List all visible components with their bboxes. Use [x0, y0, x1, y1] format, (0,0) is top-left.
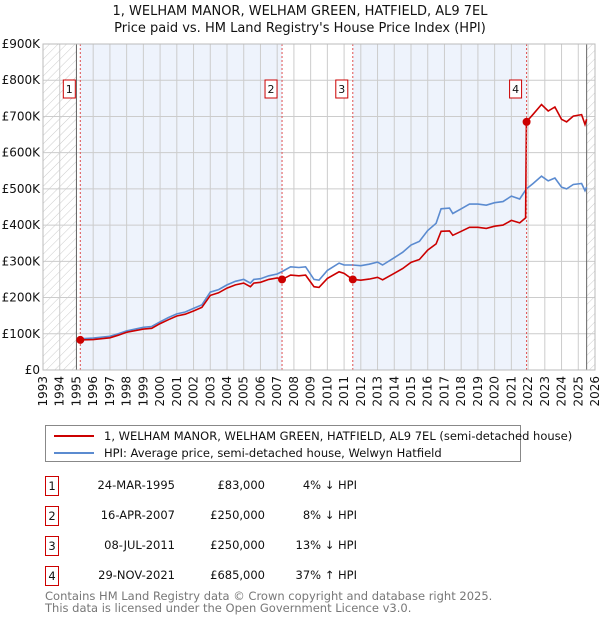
sale-label: 2	[268, 83, 275, 96]
x-tick-label: 1993	[36, 376, 50, 407]
transaction-price: £685,000	[210, 568, 265, 582]
transaction-price: £250,000	[210, 508, 265, 522]
sale-label: 4	[512, 83, 519, 96]
x-tick-label: 2019	[471, 376, 485, 407]
y-tick-label: £900K	[2, 37, 42, 51]
shaded-period	[352, 44, 527, 370]
x-tick-label: 1998	[120, 376, 134, 407]
transaction-date: 29-NOV-2021	[98, 568, 175, 582]
sale-point	[278, 275, 287, 284]
x-tick-label: 2023	[538, 376, 552, 407]
transaction-hpi-diff: 37% ↑ HPI	[295, 568, 357, 582]
x-tick-label: 2026	[588, 376, 600, 407]
y-tick-label: £800K	[2, 73, 42, 87]
x-tick-label: 1997	[103, 376, 117, 407]
y-tick-label: £300K	[2, 254, 42, 268]
x-tick-label: 2021	[504, 376, 518, 407]
transaction-price: £83,000	[217, 478, 265, 492]
sale-label: 1	[66, 83, 73, 96]
x-tick-label: 2002	[187, 376, 201, 407]
y-tick-label: £600K	[2, 146, 42, 160]
x-tick-label: 2020	[488, 376, 502, 407]
chart-subtitle: Price paid vs. HM Land Registry's House …	[114, 21, 486, 36]
transaction-hpi-diff: 8% ↓ HPI	[302, 508, 357, 522]
y-tick-label: £0	[25, 363, 40, 377]
sale-point	[76, 335, 85, 344]
transaction-price: £250,000	[210, 538, 265, 552]
sale-label-box	[335, 79, 349, 99]
x-tick-label: 2011	[337, 376, 351, 407]
x-tick-label: 2001	[170, 376, 184, 407]
y-tick-label: £400K	[2, 218, 42, 232]
x-tick-label: 1996	[86, 376, 100, 407]
transaction-number: 4	[45, 566, 59, 586]
hatched-region	[586, 44, 595, 370]
x-tick-label: 2009	[304, 376, 318, 407]
x-tick-label: 2010	[320, 376, 334, 407]
transaction-number: 3	[45, 536, 59, 556]
legend-label: 1, WELHAM MANOR, WELHAM GREEN, HATFIELD,…	[104, 428, 573, 443]
sale-point	[522, 117, 531, 126]
sale-label-box	[509, 79, 523, 99]
transaction-number: 2	[45, 506, 59, 526]
x-tick-label: 2014	[387, 376, 401, 407]
transaction-date: 16-APR-2007	[100, 508, 175, 522]
x-tick-label: 2012	[354, 376, 368, 407]
x-tick-label: 2004	[220, 376, 234, 407]
x-tick-label: 2022	[521, 376, 535, 407]
x-tick-label: 2017	[437, 376, 451, 407]
transaction-hpi-diff: 4% ↓ HPI	[302, 478, 357, 492]
x-tick-label: 2016	[421, 376, 435, 407]
x-tick-label: 2005	[237, 376, 251, 407]
transaction-row: 3 08-JUL-2011 £250,000 13% ↓ HPI	[45, 536, 445, 556]
x-tick-label: 1999	[136, 376, 150, 407]
plot-border	[42, 43, 596, 371]
x-tick-label: 2007	[270, 376, 284, 407]
sale-point	[348, 275, 357, 284]
x-tick-label: 2025	[571, 376, 585, 407]
shaded-period	[80, 44, 283, 370]
transaction-row: 4 29-NOV-2021 £685,000 37% ↑ HPI	[45, 566, 445, 586]
sale-label-box	[62, 79, 76, 99]
chart-legend: 1, WELHAM MANOR, WELHAM GREEN, HATFIELD,…	[45, 425, 572, 462]
legend-label: HPI: Average price, semi-detached house,…	[104, 445, 442, 460]
x-tick-label: 2008	[287, 376, 301, 407]
transaction-row: 1 24-MAR-1995 £83,000 4% ↓ HPI	[45, 476, 445, 496]
x-tick-label: 1994	[53, 376, 67, 407]
y-tick-label: £100K	[2, 327, 42, 341]
chart-title: 1, WELHAM MANOR, WELHAM GREEN, HATFIELD,…	[112, 4, 488, 19]
x-tick-label: 2013	[371, 376, 385, 407]
transaction-date: 24-MAR-1995	[97, 478, 175, 492]
x-tick-label: 2015	[404, 376, 418, 407]
x-tick-label: 2000	[153, 376, 167, 407]
transaction-row: 2 16-APR-2007 £250,000 8% ↓ HPI	[45, 506, 445, 526]
legend-item-hpi: HPI: Average price, semi-detached house,…	[54, 444, 442, 461]
transaction-hpi-diff: 13% ↓ HPI	[295, 538, 357, 552]
x-tick-label: 2024	[555, 376, 569, 407]
y-tick-label: £700K	[2, 109, 42, 123]
transaction-date: 08-JUL-2011	[104, 538, 175, 552]
footer-copyright: Contains HM Land Registry data © Crown c…	[45, 589, 493, 603]
sale-label: 3	[338, 83, 345, 96]
y-tick-label: £500K	[2, 182, 42, 196]
price-chart: 1 2 3 4 £0 £100K £200K £300K £400K £500K £600K £700…	[2, 37, 600, 407]
sale-label-box	[264, 79, 278, 99]
y-tick-label: £200K	[2, 291, 42, 305]
footer-licence: This data is licensed under the Open Gov…	[45, 601, 412, 615]
transaction-number: 1	[45, 476, 59, 496]
x-tick-label: 2003	[203, 376, 217, 407]
x-tick-label: 1995	[69, 376, 83, 407]
x-tick-label: 2006	[253, 376, 267, 407]
legend-item-property: 1, WELHAM MANOR, WELHAM GREEN, HATFIELD,…	[54, 427, 572, 444]
x-tick-label: 2018	[454, 376, 468, 407]
